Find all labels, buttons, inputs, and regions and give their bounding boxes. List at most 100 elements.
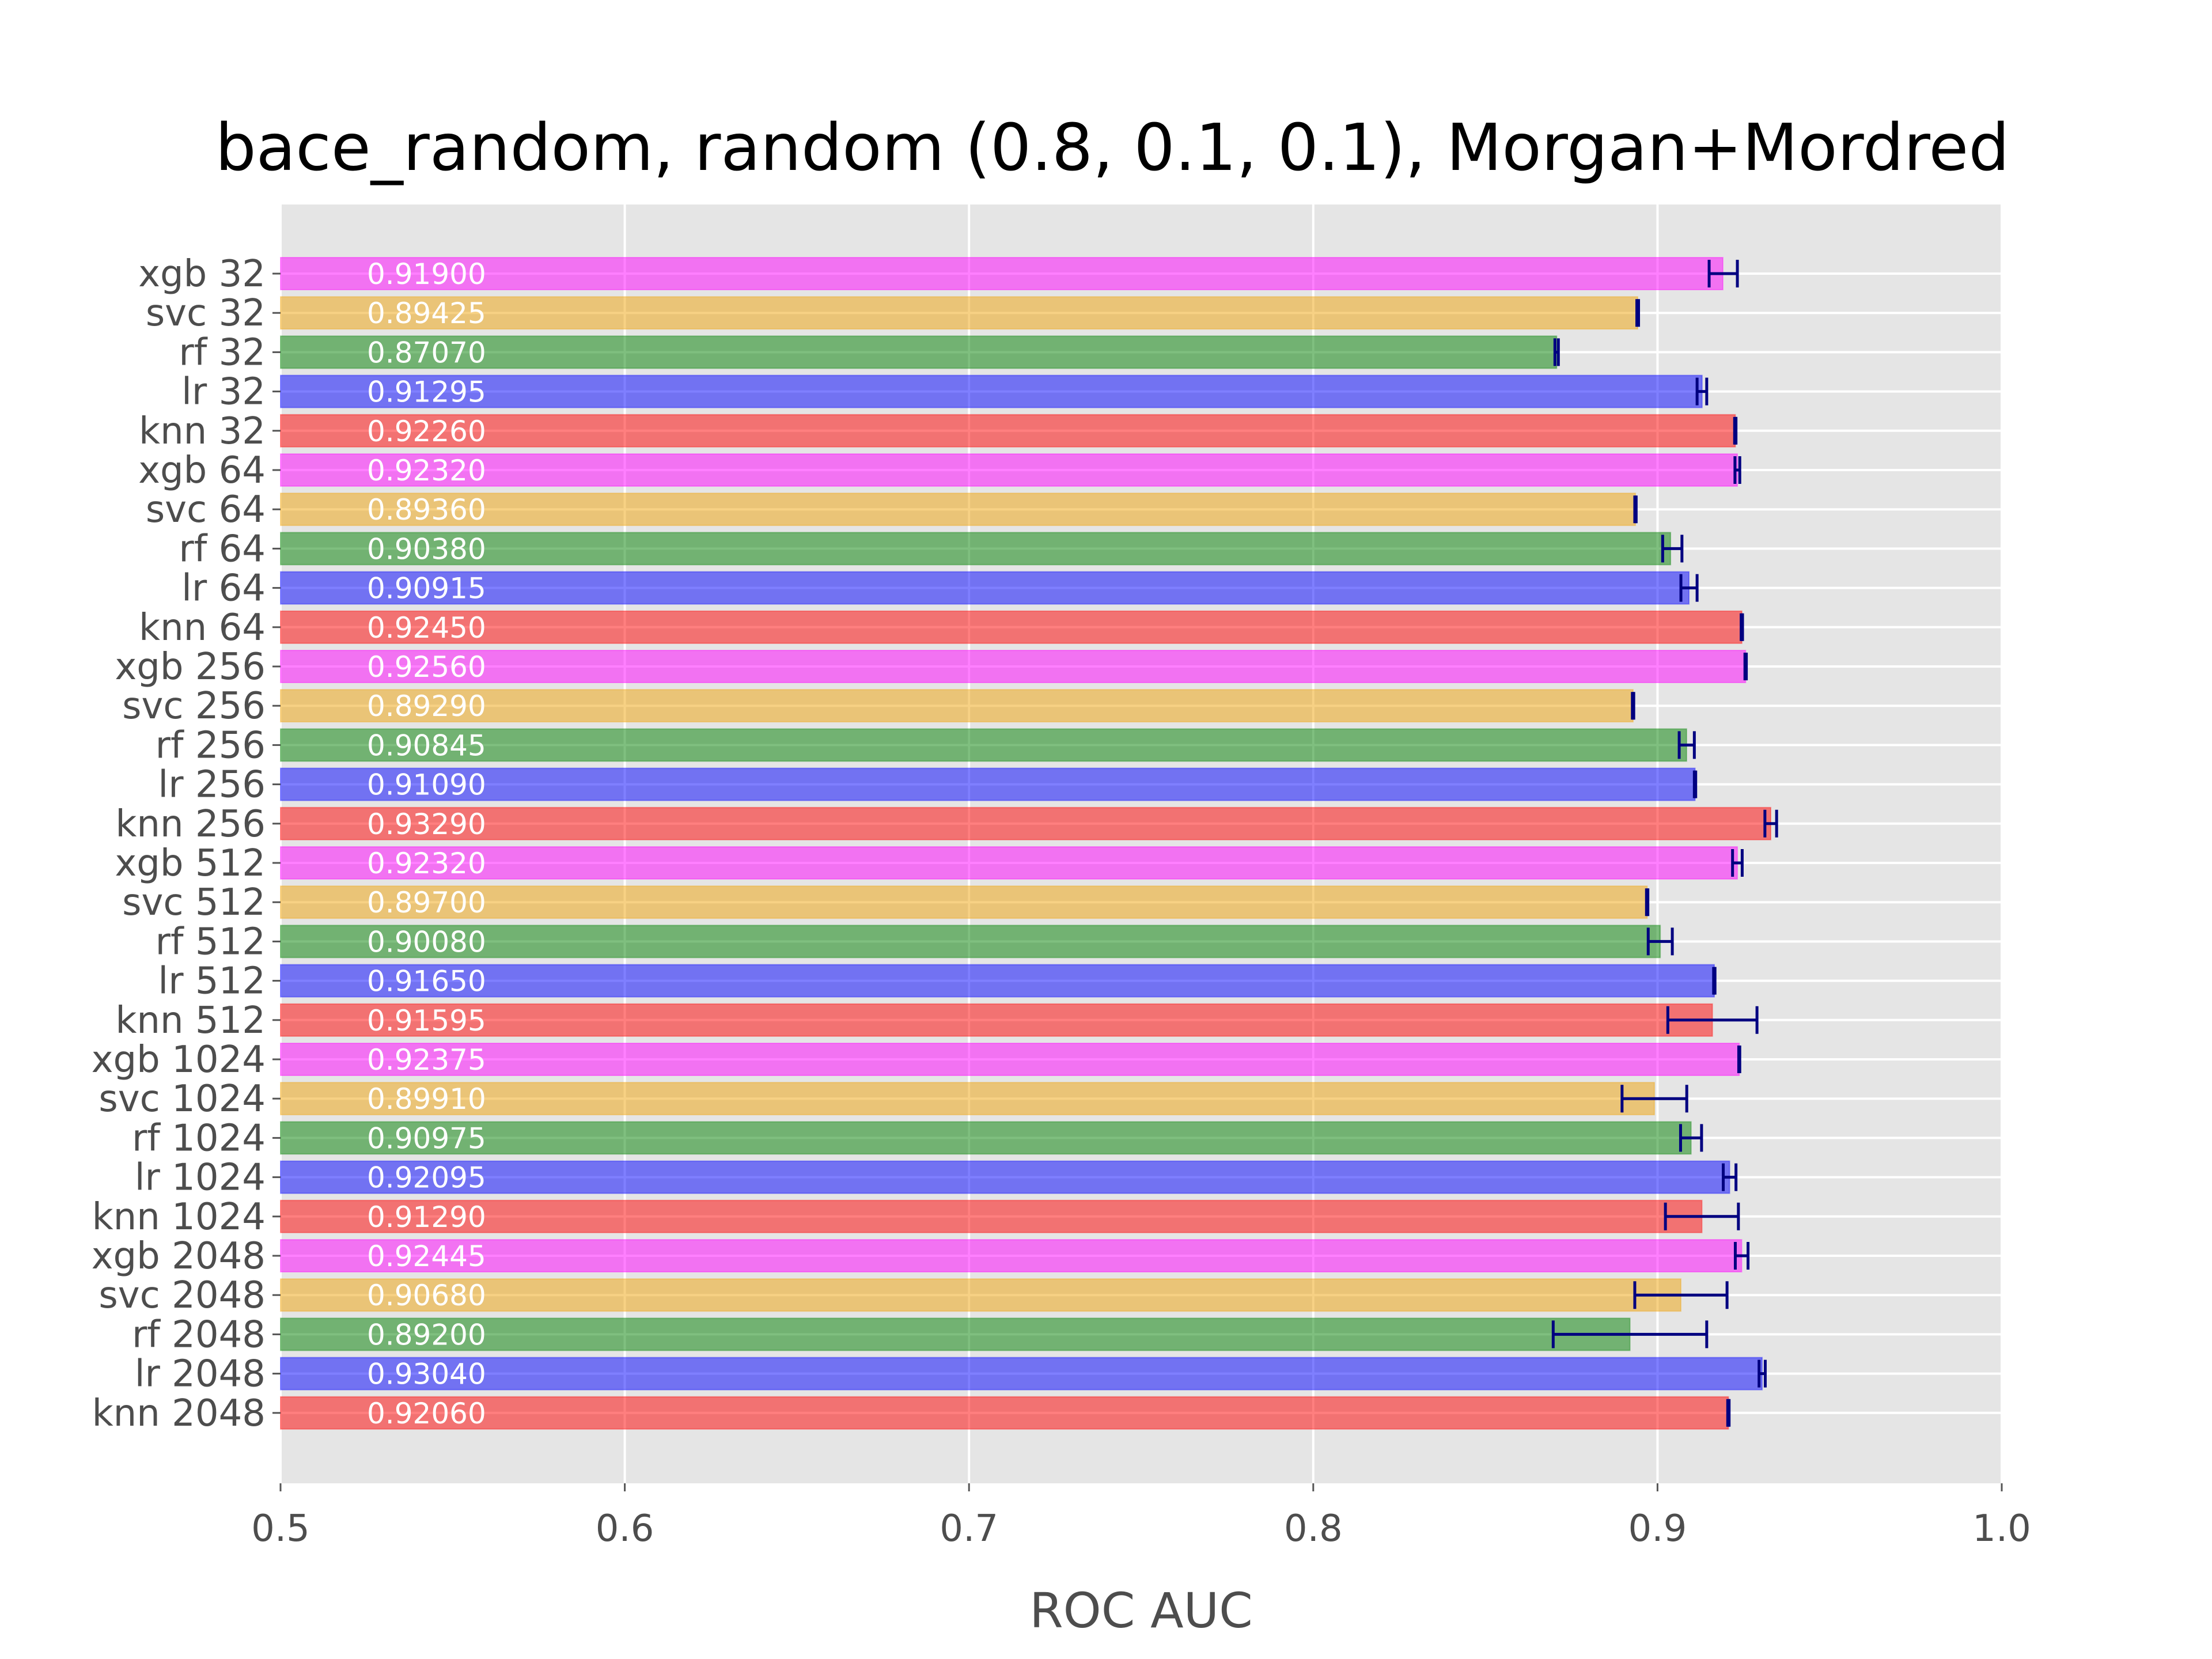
value-label: 0.93040: [367, 1358, 486, 1391]
y-tick-label: lr 32: [181, 371, 266, 414]
value-label: 0.92260: [367, 415, 486, 448]
y-tick-label: knn 64: [139, 607, 266, 649]
y-tick-label: rf 64: [179, 528, 266, 570]
value-label: 0.91090: [367, 768, 486, 802]
bar-xgb-32: [280, 257, 1724, 290]
bar-rf-64: [280, 532, 1672, 566]
value-label: 0.89290: [367, 690, 486, 723]
bar-xgb-512: [280, 846, 1738, 880]
bar-lr-32: [280, 374, 1703, 408]
value-label: 0.89910: [367, 1082, 486, 1116]
value-label: 0.91900: [367, 257, 486, 291]
y-tick-label: rf 2048: [132, 1313, 266, 1356]
y-tick-label: svc 2048: [99, 1274, 266, 1317]
x-tick-label: 0.9: [1628, 1508, 1687, 1550]
bar-xgb-256: [280, 650, 1747, 683]
error-bars: [1551, 260, 1778, 1427]
value-label: 0.87070: [367, 336, 486, 369]
y-tick-label: rf 256: [156, 724, 266, 767]
y-tick-label: lr 512: [158, 960, 266, 1003]
bar-xgb-1024: [280, 1043, 1740, 1076]
y-tick-label: lr 2048: [135, 1353, 266, 1396]
value-label: 0.90845: [367, 729, 486, 762]
y-tick-label: svc 1024: [99, 1078, 266, 1120]
value-label: 0.92320: [367, 847, 486, 880]
y-tick-label: xgb 32: [138, 253, 266, 296]
y-tick-label: lr 64: [181, 567, 266, 610]
bar-svc-1024: [280, 1082, 1656, 1116]
value-label: 0.90975: [367, 1122, 486, 1155]
value-label: 0.91595: [367, 1004, 486, 1037]
bar-lr-256: [280, 767, 1696, 801]
y-tick-label: knn 2048: [92, 1392, 266, 1435]
bar-lr-512: [280, 964, 1715, 998]
bar-rf-1024: [280, 1121, 1692, 1155]
bar-lr-64: [280, 571, 1690, 605]
y-tick-label: svc 32: [146, 292, 266, 335]
value-label: 0.90680: [367, 1279, 486, 1312]
y-tick-label: knn 256: [115, 803, 266, 846]
value-label: 0.92450: [367, 611, 486, 645]
value-label: 0.92060: [367, 1397, 486, 1430]
value-label: 0.91295: [367, 376, 486, 409]
x-tick-label: 0.7: [940, 1508, 998, 1550]
value-label: 0.89200: [367, 1318, 486, 1351]
y-tick-label: knn 1024: [92, 1196, 266, 1238]
bar-lr-1024: [280, 1160, 1730, 1194]
value-label: 0.92445: [367, 1240, 486, 1273]
bar-knn-512: [280, 1003, 1713, 1037]
x-tick-label: 0.8: [1284, 1508, 1343, 1550]
y-tick-label: lr 256: [158, 764, 266, 806]
bar-knn-2048: [280, 1396, 1729, 1430]
bar-knn-1024: [280, 1199, 1703, 1233]
chart-title: bace_random, random (0.8, 0.1, 0.1), Mor…: [215, 111, 2010, 185]
x-tick-label: 0.6: [596, 1508, 654, 1550]
y-tick-label: xgb 64: [138, 449, 266, 492]
bar-rf-32: [280, 335, 1558, 369]
bar-svc-256: [280, 689, 1634, 723]
bar-xgb-64: [280, 453, 1738, 487]
value-labels: 0.91900 0.89425 0.87070 0.91295 0.92260 0.923…: [367, 257, 486, 1430]
value-label: 0.89700: [367, 886, 486, 919]
y-tick-label: xgb 1024: [92, 1039, 266, 1081]
value-label: 0.92375: [367, 1043, 486, 1077]
y-tick-label: svc 256: [122, 685, 266, 728]
bar-rf-512: [280, 925, 1661, 959]
bar-xgb-2048: [280, 1239, 1743, 1272]
value-label: 0.90915: [367, 572, 486, 605]
x-tick-label: 1.0: [1972, 1508, 2031, 1550]
bar-rf-256: [280, 728, 1687, 762]
y-tick-label: xgb 512: [115, 842, 266, 885]
y-tick-label: lr 1024: [135, 1157, 266, 1199]
x-axis-ticks: 0.5 0.6 0.7 0.8 0.9 1.0: [251, 1483, 2031, 1550]
x-tick-label: 0.5: [251, 1508, 310, 1550]
value-label: 0.93290: [367, 808, 486, 841]
value-label: 0.92560: [367, 650, 486, 684]
value-label: 0.90080: [367, 925, 486, 959]
value-label: 0.91290: [367, 1200, 486, 1234]
y-tick-label: knn 32: [139, 410, 266, 453]
value-label: 0.89425: [367, 297, 486, 330]
y-tick-label: rf 32: [179, 331, 266, 374]
y-tick-label: knn 512: [115, 999, 266, 1042]
x-axis-label: ROC AUC: [1029, 1582, 1252, 1639]
y-tick-label: xgb 256: [115, 646, 266, 688]
value-label: 0.90380: [367, 532, 486, 566]
y-tick-label: svc 64: [146, 488, 266, 531]
y-tick-label: rf 1024: [132, 1117, 266, 1160]
value-label: 0.92320: [367, 454, 486, 487]
value-label: 0.91650: [367, 965, 486, 998]
y-tick-label: rf 512: [156, 921, 266, 963]
value-label: 0.92095: [367, 1161, 486, 1195]
bar-knn-32: [280, 414, 1736, 448]
y-tick-label: svc 512: [122, 881, 266, 924]
value-label: 0.89360: [367, 493, 486, 527]
bar-knn-64: [280, 610, 1743, 644]
bar-knn-256: [280, 806, 1772, 840]
y-tick-label: xgb 2048: [92, 1235, 266, 1278]
bar-rf-2048: [280, 1317, 1631, 1351]
bar-lr-2048: [280, 1357, 1763, 1391]
bar-svc-2048: [280, 1278, 1682, 1312]
